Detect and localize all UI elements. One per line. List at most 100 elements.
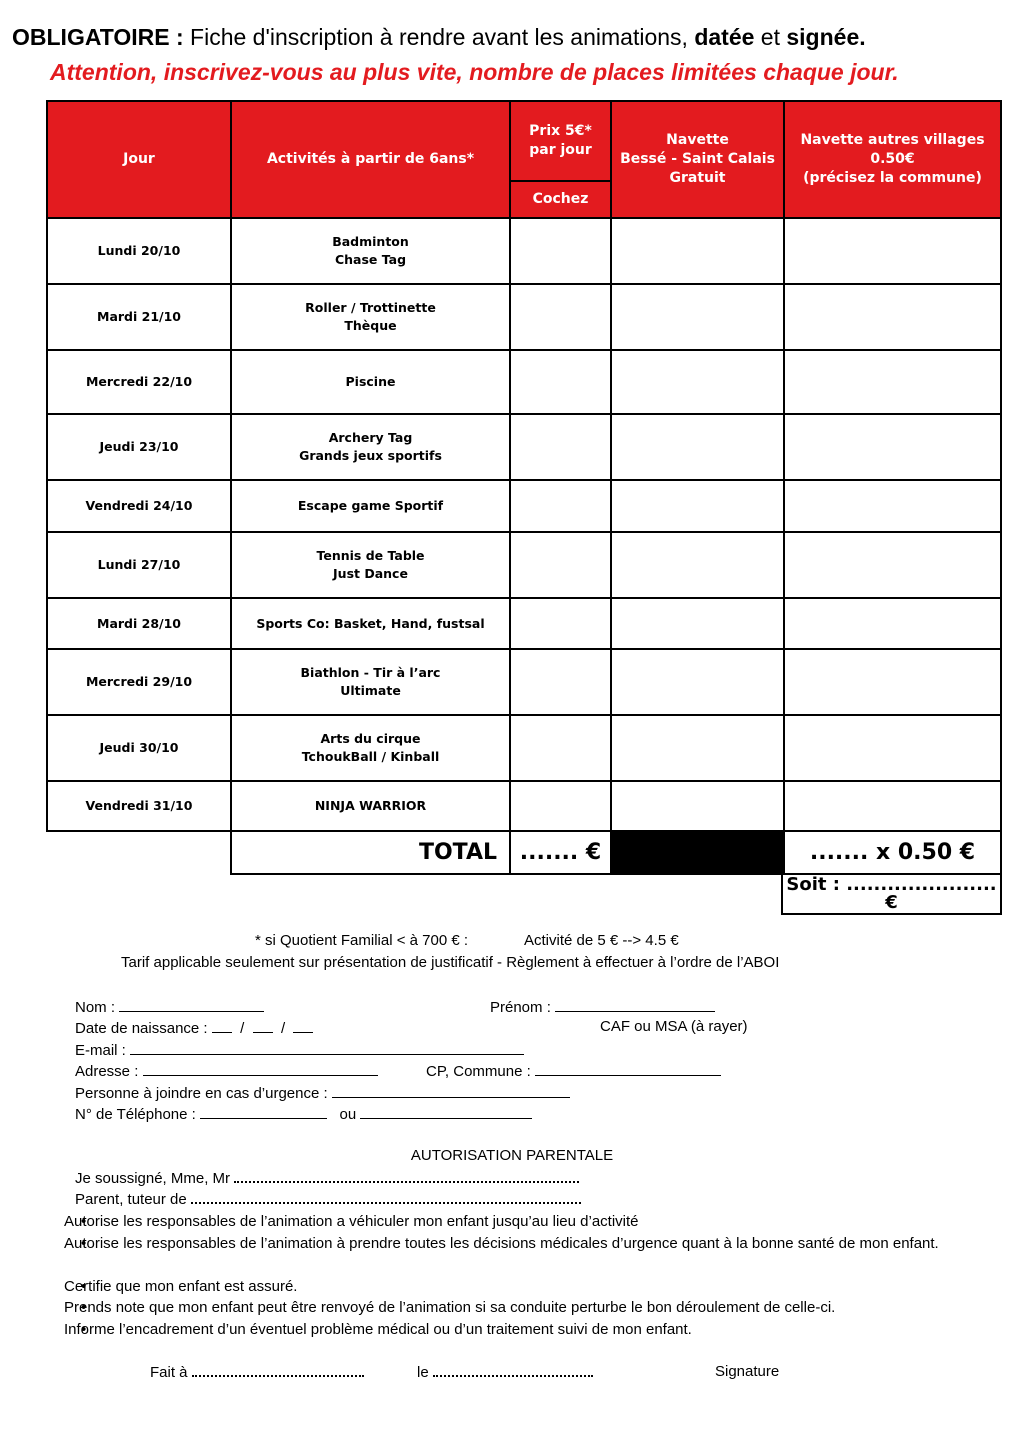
field: Fait à: [150, 1363, 364, 1381]
activity-cell: Badminton Chase Tag: [230, 217, 511, 285]
field-label: Fait à: [150, 1364, 188, 1381]
field: CP, Commune :: [426, 1061, 721, 1080]
cell-line: Mercredi 29/10: [85, 674, 193, 689]
day-cell: Mardi 21/10: [46, 283, 232, 351]
empty-cell: [509, 714, 612, 782]
activity-cell: Biathlon - Tir à l’arc Ultimate: [230, 648, 511, 716]
field-label: E-mail :: [75, 1042, 126, 1059]
cell-line: Vendredi 24/10: [85, 498, 193, 513]
total-price: ....... €: [519, 839, 602, 865]
cell-line: Navette autres villages: [800, 132, 985, 148]
cell-line: Escape game Sportif: [297, 498, 444, 513]
authorization-item: Autorise les responsables de l’animation…: [38, 1211, 988, 1233]
empty-cell: [509, 597, 612, 650]
cell-line: Grands jeux sportifs: [299, 448, 442, 463]
field-label: Parent, tuteur de: [75, 1191, 187, 1208]
cell-line: Bessé - Saint Calais: [620, 151, 775, 167]
day-cell: Jeudi 23/10: [46, 413, 232, 481]
empty-cell: [610, 217, 785, 285]
empty-cell: [783, 531, 1002, 599]
field-label: N° de Téléphone :: [75, 1106, 196, 1123]
day-cell: Lundi 27/10: [46, 531, 232, 599]
total-label-cell: TOTAL: [230, 830, 511, 875]
empty-cell: [783, 283, 1002, 351]
total-price-cell: ....... €: [509, 830, 612, 875]
empty-cell: [509, 283, 612, 351]
cell-line: NINJA WARRIOR: [314, 798, 427, 813]
cell-line: 0.50€: [870, 151, 915, 167]
note: * si Quotient Familial < à 700 € :: [255, 932, 469, 949]
activity-cell: Tennis de Table Just Dance: [230, 531, 511, 599]
cell-line: Biathlon - Tir à l’arc: [300, 665, 441, 680]
empty-cell: [509, 648, 612, 716]
total-label: TOTAL: [418, 839, 497, 865]
separator: /: [280, 1020, 286, 1037]
empty-cell: [610, 349, 785, 415]
empty-cell: [783, 780, 1002, 832]
activity-cell: Roller / Trottinette Thèque: [230, 283, 511, 351]
empty-cell: [610, 283, 785, 351]
authorization-item: Prends note que mon enfant peut être ren…: [38, 1297, 988, 1319]
note: Activité de 5 € --> 4.5 €: [524, 932, 679, 949]
empty-cell: [783, 479, 1002, 533]
cell-line: Roller / Trottinette: [305, 300, 436, 315]
field-label: Je soussigné, Mme, Mr: [75, 1170, 231, 1187]
field-label: Prénom :: [490, 999, 551, 1016]
empty-cell: [783, 413, 1002, 481]
activity-cell: Escape game Sportif: [230, 479, 511, 533]
empty-cell: [783, 217, 1002, 285]
total-sum-cell: Soit : ...................... €: [781, 873, 1002, 915]
total-shuttle-cell: ....... x 0.50 €: [783, 830, 1002, 875]
cell-line: TchoukBall / Kinball: [301, 749, 440, 764]
empty-cell: [783, 349, 1002, 415]
field: Parent, tuteur de: [75, 1190, 581, 1208]
total-shuttle: ....... x 0.50 €: [809, 839, 976, 865]
cell-line: Jeudi 30/10: [99, 740, 179, 755]
authorization-item: Certifie que mon enfant est assuré.: [38, 1276, 988, 1298]
activity-cell: NINJA WARRIOR: [230, 780, 511, 832]
field-label: ou: [339, 1106, 357, 1123]
cell-line: Lundi 27/10: [97, 557, 181, 572]
field: Nom :: [75, 997, 265, 1016]
activity-cell: Piscine: [230, 349, 511, 415]
note: Tarif applicable seulement sur présentat…: [121, 954, 780, 971]
notice-bold: signée.: [786, 24, 866, 50]
cell-line: Gratuit: [669, 170, 726, 186]
cell-line: Prix 5€*: [529, 123, 592, 139]
cell-line: Chase Tag: [334, 252, 407, 267]
empty-cell: [783, 648, 1002, 716]
day-cell: Vendredi 24/10: [46, 479, 232, 533]
cell-line: Ultimate: [340, 683, 401, 698]
activity-cell: Arts du cirque TchoukBall / Kinball: [230, 714, 511, 782]
cell-line: Navette: [666, 132, 729, 148]
empty-cell: [783, 714, 1002, 782]
signature: Signature: [715, 1363, 780, 1380]
empty-cell: [509, 349, 612, 415]
notice-bold: datée: [694, 24, 755, 50]
cell-line: Activités à partir de 6ans*: [266, 151, 475, 167]
section-title: AUTORISATION PARENTALE: [410, 1147, 614, 1164]
field: Prénom :: [490, 997, 716, 1016]
day-cell: Mercredi 22/10: [46, 349, 232, 415]
header-cell: Jour: [46, 100, 232, 219]
field-label: Date de naissance :: [75, 1020, 208, 1037]
empty-cell: [610, 714, 785, 782]
cell-line: Cochez: [532, 191, 589, 207]
separator: /: [240, 1020, 245, 1037]
cell-line: Badminton: [332, 234, 409, 249]
field-label: Adresse :: [75, 1063, 139, 1080]
field: Date de naissance : / /: [75, 1018, 314, 1037]
empty-cell: [610, 413, 785, 481]
empty-cell: [509, 217, 612, 285]
cell-line: par jour: [529, 142, 592, 158]
cell-line: Jeudi 23/10: [99, 439, 179, 454]
total-sum: Soit : ...................... €: [786, 874, 997, 913]
field: Je soussigné, Mme, Mr: [75, 1169, 580, 1187]
empty-cell: [509, 780, 612, 832]
authorization-item: Informe l’encadrement d’un éventuel prob…: [38, 1319, 988, 1341]
header-cell: Navette autres villages 0.50€ (précisez la…: [783, 100, 1002, 219]
cell-line: Jour: [123, 151, 155, 167]
field: Adresse :: [75, 1061, 378, 1080]
notice: OBLIGATOIRE : Fiche d'inscription à rend…: [12, 24, 866, 51]
field-label: Personne à joindre en cas d’urgence :: [75, 1085, 328, 1102]
